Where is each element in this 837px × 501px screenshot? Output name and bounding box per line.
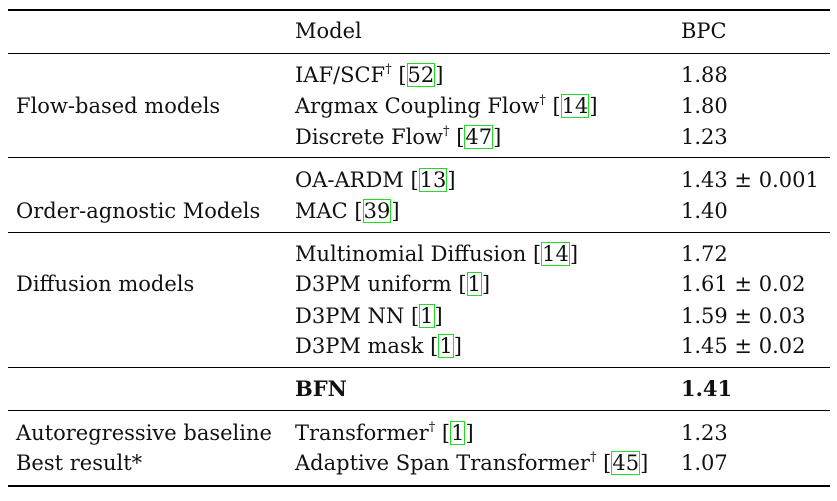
model-cell: D3PM NN [1] [295, 304, 443, 328]
bpc-cell: 1.59 ± 0.03 [681, 304, 806, 328]
citation-link[interactable]: 1 [438, 334, 454, 358]
bpc-cell: 1.40 [681, 199, 728, 223]
header-rule [8, 53, 830, 54]
citation-link[interactable]: 47 [464, 125, 494, 149]
bottom-rule [8, 485, 830, 487]
citation-link[interactable]: 45 [611, 451, 641, 475]
row-label-autoregressive: Autoregressive baseline [16, 421, 272, 445]
group-rule [8, 157, 830, 158]
bpc-cell: 1.45 ± 0.02 [681, 334, 806, 358]
bpc-cell: 1.72 [681, 242, 728, 266]
row-label-best-result: Best result* [16, 451, 143, 475]
bpc-cell: 1.43 ± 0.001 [681, 168, 819, 192]
model-cell: Argmax Coupling Flow† [14] [295, 93, 598, 118]
model-cell: Adaptive Span Transformer† [45] [295, 450, 649, 475]
group-label-order-agnostic: Order-agnostic Models [16, 199, 261, 223]
model-cell-bfn: BFN [295, 376, 347, 401]
model-cell: Discrete Flow† [47] [295, 124, 502, 149]
model-cell: Multinomial Diffusion [14] [295, 242, 579, 266]
top-rule [8, 9, 830, 11]
citation-link[interactable]: 14 [560, 94, 590, 118]
group-label-flow: Flow-based models [16, 94, 221, 118]
header-model: Model [295, 19, 362, 43]
bpc-cell: 1.23 [681, 125, 728, 149]
group-rule [8, 232, 830, 233]
citation-link[interactable]: 14 [541, 242, 570, 266]
model-cell: D3PM uniform [1] [295, 272, 491, 296]
header-bpc: BPC [681, 19, 727, 43]
bpc-cell-bfn: 1.41 [681, 376, 733, 401]
model-cell: MAC [39] [295, 199, 400, 223]
bpc-cell: 1.07 [681, 451, 728, 475]
citation-link[interactable]: 1 [419, 304, 435, 328]
citation-link[interactable]: 39 [362, 199, 392, 223]
bpc-cell: 1.61 ± 0.02 [681, 272, 806, 296]
citation-link[interactable]: 13 [418, 168, 448, 192]
group-rule [8, 367, 830, 368]
citation-link[interactable]: 1 [466, 272, 482, 296]
model-cell: Transformer† [1] [295, 420, 474, 445]
group-rule [8, 410, 830, 411]
bpc-cell: 1.88 [681, 63, 728, 87]
bpc-cell: 1.80 [681, 94, 728, 118]
citation-link[interactable]: 1 [450, 421, 466, 445]
group-label-diffusion: Diffusion models [16, 272, 195, 296]
model-cell: IAF/SCF† [52] [295, 62, 444, 87]
citation-link[interactable]: 52 [406, 63, 436, 87]
bpc-cell: 1.23 [681, 421, 728, 445]
model-cell: OA-ARDM [13] [295, 168, 456, 192]
model-cell: D3PM mask [1] [295, 334, 462, 358]
